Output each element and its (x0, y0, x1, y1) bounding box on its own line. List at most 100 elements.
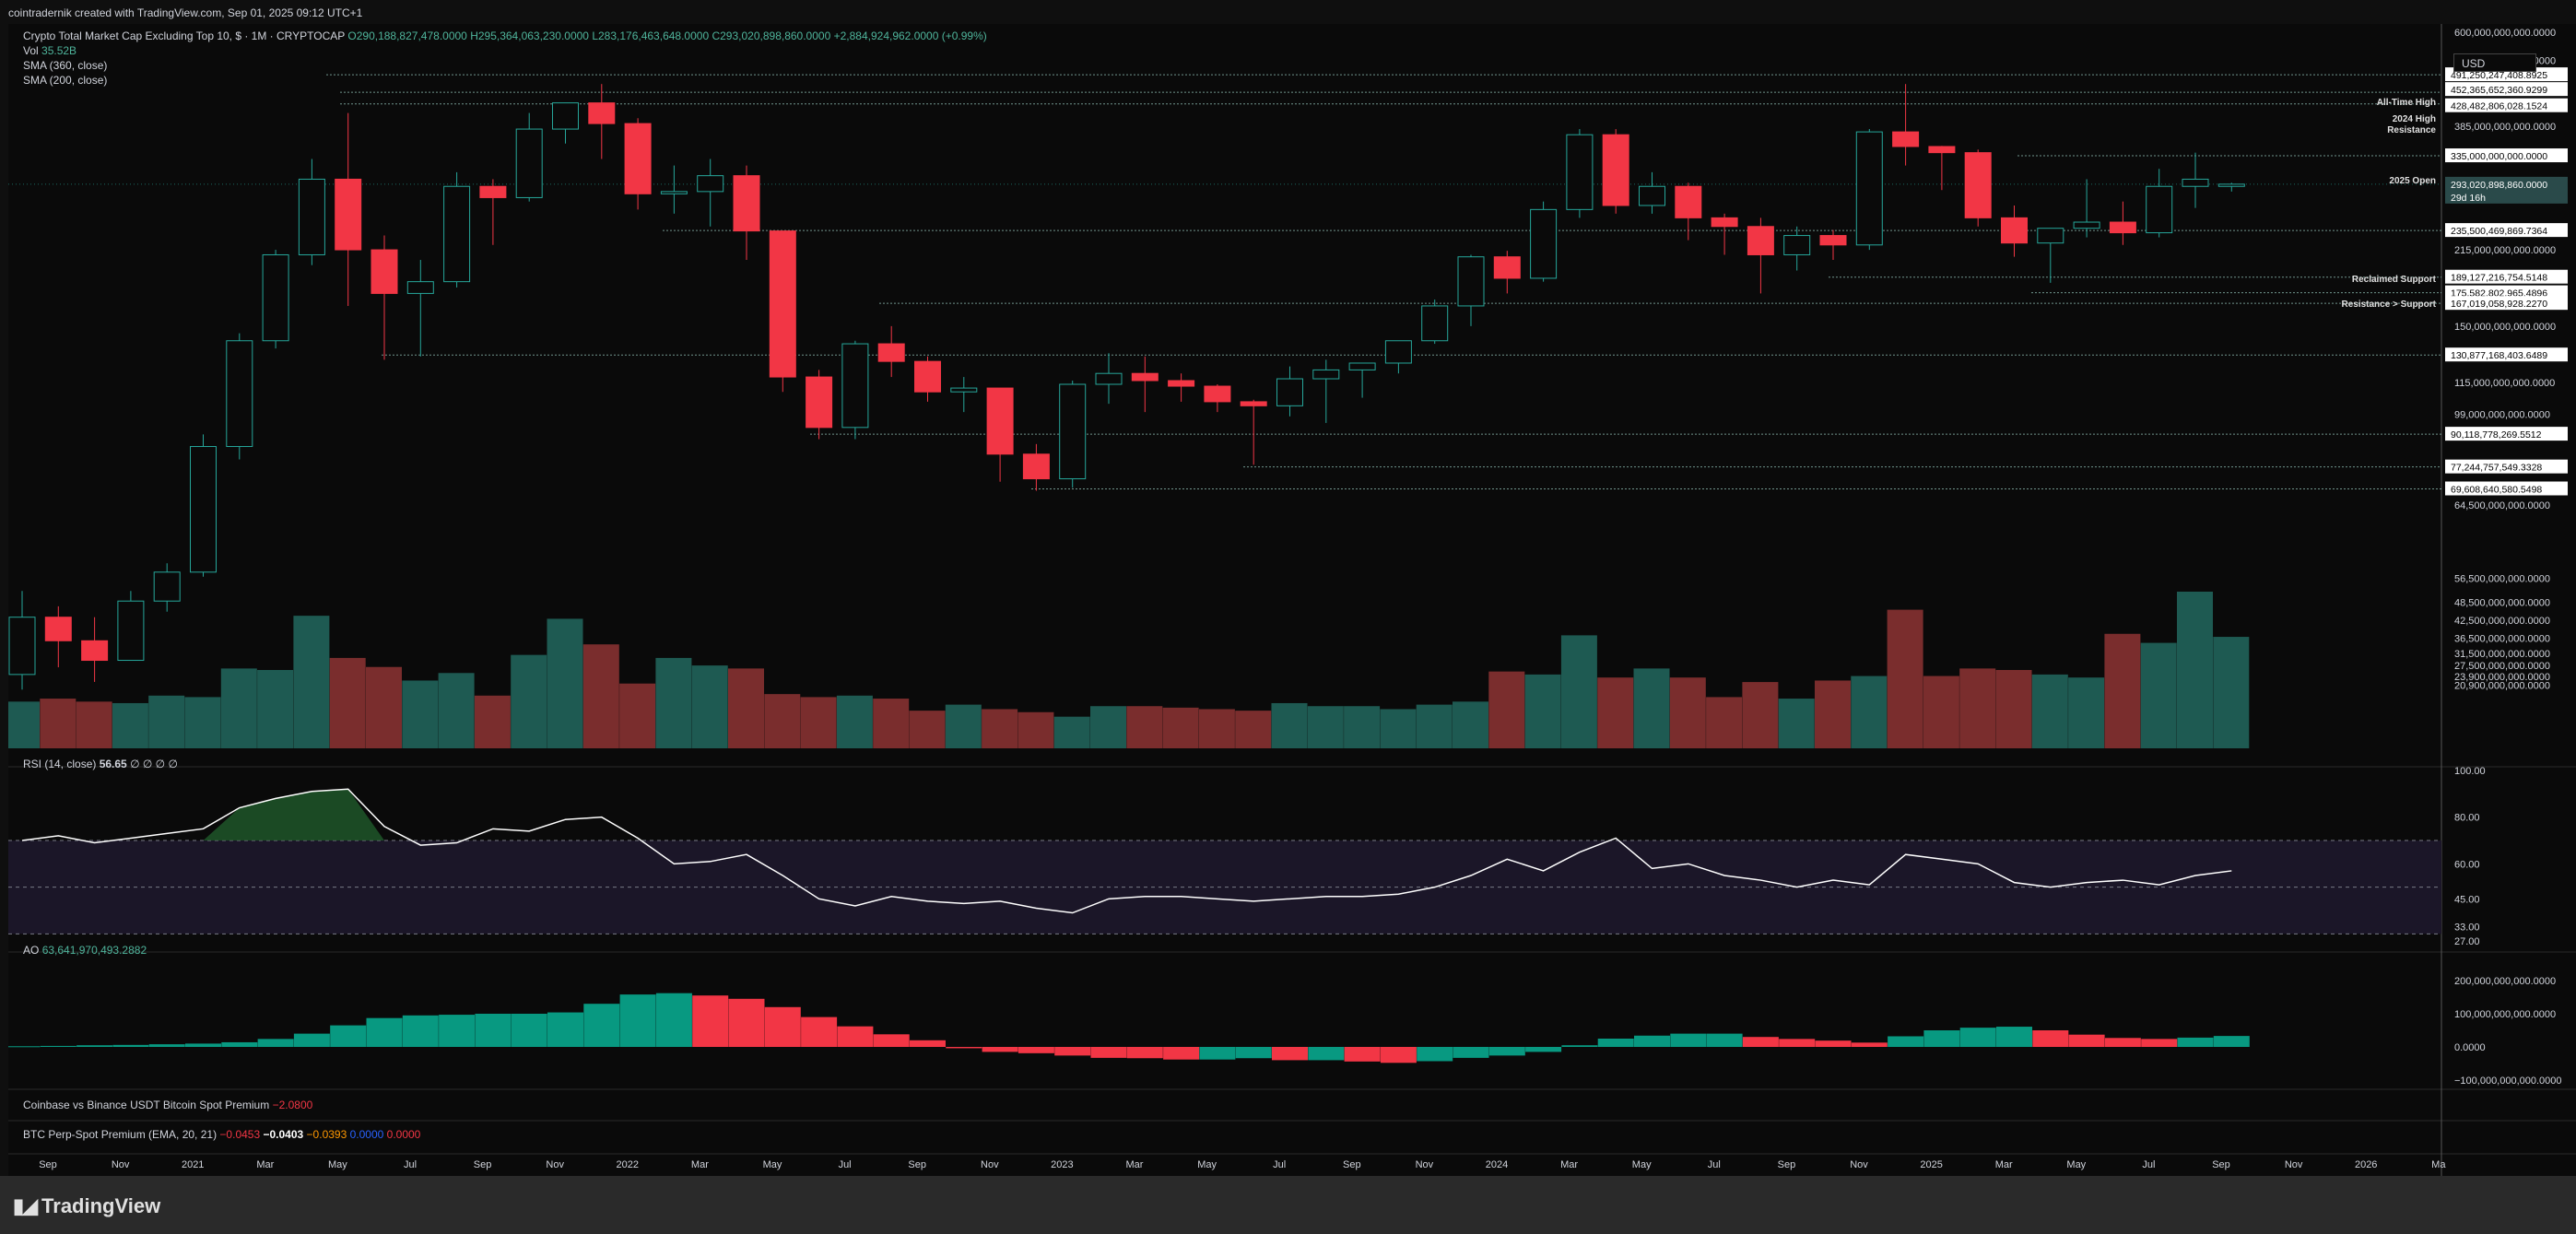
volume-bar (728, 668, 764, 748)
volume-bar (257, 670, 294, 748)
volume-bar (873, 699, 910, 748)
volume-bar (1778, 699, 1815, 748)
ao-bar (2141, 1039, 2178, 1047)
perp-premium-legend[interactable]: BTC Perp-Spot Premium (EMA, 20, 21) −0.0… (23, 1128, 420, 1141)
volume-bar (1887, 609, 1923, 748)
chart-frame[interactable]: All-Time High 2024 High Resistance 2025 Ope… (8, 24, 2576, 1176)
price-label-box (2445, 296, 2568, 311)
vol-legend[interactable]: Vol 35.52B (23, 44, 76, 57)
ao-value: 63,641,970,493.2882 (41, 944, 147, 957)
ao-bar (1017, 1047, 1054, 1053)
candle-body (8, 617, 36, 676)
legend-close: C293,020,898,860.0000 (712, 29, 831, 42)
ao-bar (1996, 1027, 2032, 1047)
tradingview-logo[interactable]: ▮◢ TradingView (13, 1194, 160, 1218)
ao-bar (910, 1040, 946, 1047)
ao-bar (692, 995, 729, 1047)
time-axis-tick: Ma (2431, 1159, 2446, 1170)
candle-body (1131, 372, 1159, 382)
candle-body (1095, 372, 1123, 385)
rsi-extra: ∅ ∅ ∅ ∅ (130, 758, 178, 770)
ao-bar (1090, 1047, 1127, 1058)
price-label-box (2445, 189, 2568, 204)
perp-premium-v5: 0.0000 (386, 1128, 421, 1141)
volume-bar (1453, 701, 1488, 748)
candle-body (1493, 256, 1521, 279)
price-axis-tick: 385,000,000,000.0000 (2454, 122, 2556, 133)
ao-bar (1779, 1039, 1816, 1047)
price-axis-tick: 99,000,000,000.0000 (2454, 409, 2550, 420)
ao-bar (728, 998, 765, 1047)
volume-bar (2177, 592, 2213, 748)
ao-bar (402, 1015, 439, 1047)
volume-bar (1017, 711, 1054, 748)
rsi-legend[interactable]: RSI (14, close) 56.65 ∅ ∅ ∅ ∅ (23, 758, 178, 770)
candle-body (1022, 453, 1050, 480)
volume-bar (655, 657, 692, 748)
ao-bar (293, 1033, 330, 1047)
candle-body (1566, 134, 1594, 210)
volume-bar (329, 657, 366, 748)
volume-bar (1669, 677, 1706, 748)
candle-body (1059, 383, 1087, 480)
ao-bar (2032, 1030, 2069, 1047)
footer-bar: ▮◢ TradingView (0, 1176, 2576, 1234)
price-label-box (2445, 82, 2568, 97)
volume-bar (76, 701, 112, 748)
volume-bar (1198, 709, 1235, 748)
candle-body (1204, 385, 1231, 403)
volume-bar (148, 695, 185, 748)
volume-bar (800, 697, 837, 748)
candle-body (335, 178, 362, 251)
price-label-text: 428,482,806,028.1524 (2451, 101, 2547, 112)
candle-body (914, 360, 941, 393)
ao-legend[interactable]: AO 63,641,970,493.2882 (23, 944, 147, 957)
currency-selector[interactable]: USD (2453, 53, 2536, 72)
volume-bar (1416, 704, 1453, 748)
candle-body (1964, 152, 1992, 218)
volume-bar (1488, 671, 1525, 748)
sma-360-legend[interactable]: SMA (360, close) (23, 59, 107, 72)
candle-body (153, 571, 181, 602)
volume-bar (1235, 711, 1272, 748)
price-axis-tick: 27,500,000,000.0000 (2454, 661, 2550, 672)
volume-bar (982, 709, 1018, 748)
ao-bar (982, 1047, 1018, 1052)
spot-premium-legend[interactable]: Coinbase vs Binance USDT Bitcoin Spot Pr… (23, 1099, 312, 1111)
price-label-text: 130,877,168,403.6489 (2451, 350, 2547, 361)
time-axis-tick: May (328, 1159, 347, 1170)
ao-bar (8, 1046, 41, 1048)
sma-200-legend[interactable]: SMA (200, close) (23, 74, 107, 87)
ao-bar (1561, 1045, 1598, 1047)
ao-bar (148, 1044, 185, 1047)
time-axis-tick: Nov (1850, 1159, 1868, 1170)
candle-body (1421, 305, 1449, 342)
time-axis-tick: Jul (2142, 1159, 2155, 1170)
candle-body (1747, 226, 1774, 255)
candle-body (877, 343, 905, 362)
candle-body (552, 102, 579, 130)
candle-body (986, 387, 1014, 455)
volume-bar (1053, 716, 1090, 748)
price-label-box (2445, 285, 2568, 300)
volume-bar (8, 701, 40, 748)
price-label-box (2445, 347, 2568, 362)
volume-bar (474, 695, 511, 748)
candle-body (2146, 185, 2173, 234)
perp-premium-v4: 0.0000 (349, 1128, 384, 1141)
volume-bar (1959, 668, 1996, 748)
ao-bar (583, 1004, 620, 1047)
candle-body (479, 185, 507, 198)
price-label-box (2445, 481, 2568, 496)
volume-bar (1380, 709, 1417, 748)
candle-body (1892, 131, 1920, 147)
annotation-label: Reclaimed Support (2352, 275, 2437, 285)
spot-premium-value: −2.0800 (272, 1099, 313, 1111)
volume-bar (2068, 677, 2105, 748)
price-axis-tick: 42,500,000,000.0000 (2454, 616, 2550, 627)
ao-bar (1525, 1047, 1562, 1052)
candle-body (1855, 131, 1883, 246)
volume-bar (2031, 674, 2068, 748)
credit-text: cointradernik created with TradingView.c… (8, 6, 363, 19)
